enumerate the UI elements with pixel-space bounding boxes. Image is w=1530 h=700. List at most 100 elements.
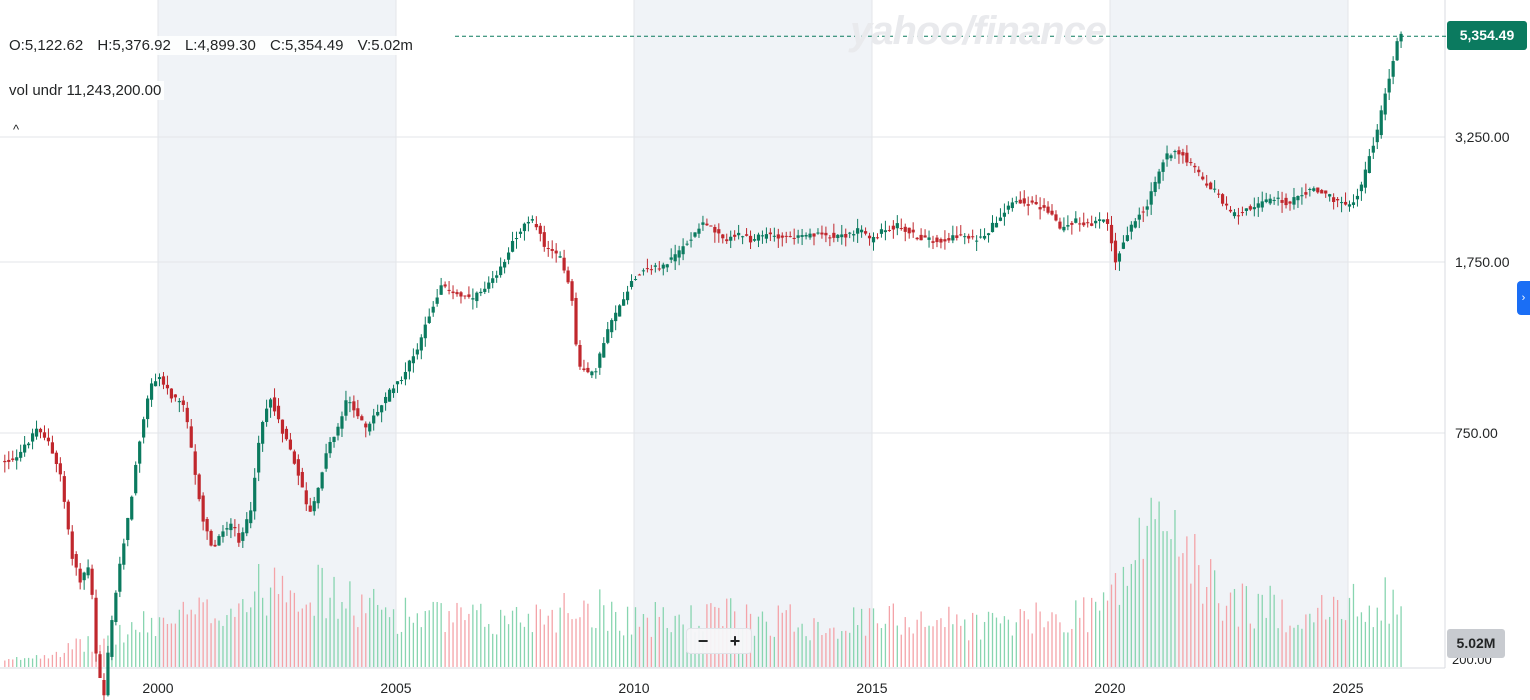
candle-body bbox=[574, 297, 578, 345]
candle-body bbox=[1090, 223, 1094, 226]
candle-body bbox=[304, 490, 308, 505]
zoom-out-button[interactable]: − bbox=[697, 631, 709, 651]
candle-body bbox=[594, 371, 598, 373]
candle-body bbox=[487, 282, 491, 289]
candle-body bbox=[606, 329, 610, 343]
candle-body bbox=[780, 235, 784, 238]
ohlc-readout: O:5,122.62 H:5,376.92 L:4,899.30 C:5,354… bbox=[6, 36, 426, 55]
candle-body bbox=[1375, 129, 1379, 143]
candle-body bbox=[455, 292, 459, 295]
candle-body bbox=[1201, 176, 1205, 180]
candle-body bbox=[649, 269, 653, 271]
candle-body bbox=[542, 232, 546, 247]
collapse-chevron-icon[interactable]: ^ bbox=[12, 122, 20, 137]
candle-body bbox=[475, 292, 479, 302]
candle-body bbox=[352, 401, 356, 411]
candle-body bbox=[1105, 219, 1110, 224]
candle-body bbox=[225, 528, 229, 530]
candle-body bbox=[923, 235, 927, 238]
candle-body bbox=[1355, 195, 1360, 200]
candle-body bbox=[1387, 78, 1391, 93]
candle-body bbox=[50, 442, 55, 454]
candle-body bbox=[1391, 61, 1395, 77]
candle-body bbox=[1320, 190, 1324, 194]
candle-body bbox=[1343, 201, 1348, 205]
candle-body bbox=[744, 234, 749, 236]
candle-body bbox=[867, 235, 872, 239]
candle-body bbox=[1359, 184, 1364, 192]
candle-body bbox=[1149, 191, 1153, 205]
candle-body bbox=[415, 349, 419, 355]
candle-body bbox=[756, 234, 761, 241]
candle-body bbox=[963, 236, 967, 238]
candle-body bbox=[193, 451, 197, 475]
candle-body bbox=[431, 306, 435, 313]
candle-body bbox=[673, 254, 677, 262]
candle-body bbox=[1185, 152, 1189, 163]
candle-body bbox=[578, 344, 582, 367]
candle-body bbox=[257, 442, 261, 473]
candle-body bbox=[1133, 221, 1137, 228]
candle-body bbox=[804, 234, 808, 237]
candle-body bbox=[618, 305, 622, 317]
candle-body bbox=[772, 235, 776, 237]
candle-body bbox=[725, 239, 729, 242]
candle-body bbox=[495, 275, 499, 278]
candle-body bbox=[1026, 204, 1030, 206]
candle-body bbox=[249, 510, 253, 524]
candle-body bbox=[927, 237, 931, 240]
candle-body bbox=[435, 297, 439, 304]
candle-body bbox=[860, 229, 864, 233]
candle-body bbox=[1018, 199, 1022, 204]
candle-body bbox=[1074, 218, 1078, 223]
candle-body bbox=[1161, 162, 1165, 172]
x-tick-label-5: 2025 bbox=[1332, 680, 1363, 696]
candle-body bbox=[1304, 192, 1308, 195]
volume-value: V:5.02m bbox=[357, 37, 413, 54]
candle-body bbox=[1153, 181, 1157, 193]
candle-body bbox=[411, 356, 415, 364]
candle-body bbox=[1145, 206, 1149, 210]
candle-body bbox=[173, 394, 177, 398]
candle-body bbox=[1276, 197, 1280, 199]
candle-body bbox=[733, 234, 737, 237]
zoom-in-button[interactable]: + bbox=[729, 631, 741, 651]
candle-body bbox=[153, 381, 158, 387]
candle-body bbox=[181, 400, 185, 405]
candle-body bbox=[713, 226, 717, 233]
candle-body bbox=[391, 388, 396, 394]
candle-body bbox=[939, 239, 943, 243]
candle-body bbox=[1006, 205, 1010, 210]
candle-body bbox=[959, 234, 963, 236]
candle-body bbox=[38, 428, 43, 433]
candle-body bbox=[1248, 206, 1252, 210]
candle-body bbox=[796, 235, 800, 238]
candle-body bbox=[947, 238, 951, 241]
candle-body bbox=[300, 471, 304, 488]
candle-body bbox=[177, 401, 181, 403]
expand-panel-tab[interactable]: › bbox=[1517, 281, 1530, 315]
candle-body bbox=[955, 235, 959, 238]
candle-body bbox=[1209, 182, 1213, 190]
candle-body bbox=[510, 240, 515, 252]
candle-body bbox=[1014, 201, 1018, 203]
candle-body bbox=[653, 265, 657, 267]
candle-body bbox=[586, 367, 590, 373]
candle-body bbox=[74, 554, 78, 568]
candle-body bbox=[518, 231, 523, 234]
candle-body bbox=[479, 291, 483, 294]
candle-body bbox=[1062, 226, 1066, 231]
candle-body bbox=[911, 229, 915, 233]
candle-body bbox=[1054, 214, 1058, 221]
candle-body bbox=[1173, 151, 1177, 153]
candle-body bbox=[205, 518, 209, 532]
candle-body bbox=[149, 383, 154, 400]
candle-body bbox=[1383, 93, 1387, 115]
candle-body bbox=[701, 222, 705, 225]
candle-body bbox=[919, 234, 923, 241]
candle-body bbox=[1177, 150, 1181, 155]
candle-body bbox=[376, 411, 380, 416]
candle-body bbox=[546, 248, 550, 250]
candle-body bbox=[641, 270, 646, 272]
